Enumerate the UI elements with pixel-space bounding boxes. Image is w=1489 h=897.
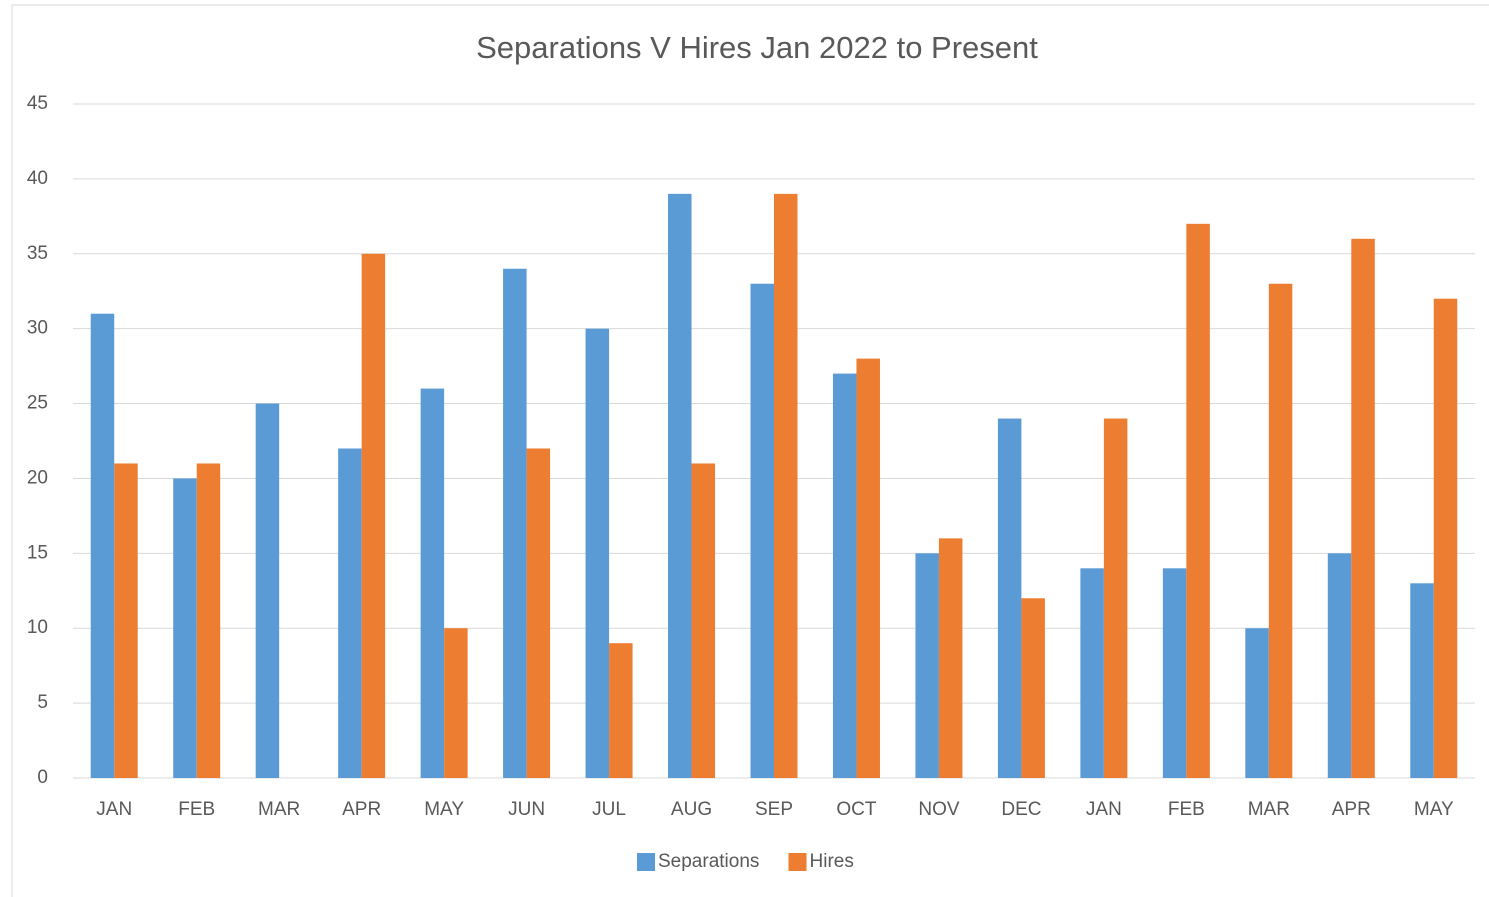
y-tick-label: 0 bbox=[37, 767, 48, 788]
bar bbox=[255, 403, 280, 778]
y-tick-label: 15 bbox=[27, 542, 48, 563]
y-tick-label: 10 bbox=[27, 617, 48, 638]
x-tick-label: APR bbox=[342, 799, 381, 820]
bar bbox=[503, 268, 527, 778]
x-tick-label: SEP bbox=[755, 799, 793, 820]
bar bbox=[585, 328, 610, 778]
bar bbox=[173, 478, 197, 778]
bar bbox=[938, 538, 963, 778]
bar bbox=[444, 628, 468, 778]
bar bbox=[361, 253, 386, 778]
x-tick-label: MAY bbox=[424, 799, 464, 820]
x-tick-label: FEB bbox=[1168, 799, 1205, 820]
chart-title: Separations V Hires Jan 2022 to Present bbox=[476, 30, 1038, 65]
bar bbox=[526, 448, 551, 778]
bar bbox=[196, 463, 221, 778]
y-tick-label: 45 bbox=[27, 93, 48, 114]
bar bbox=[114, 463, 138, 778]
bar bbox=[832, 373, 857, 778]
bar bbox=[774, 193, 798, 778]
x-tick-label: JAN bbox=[1086, 799, 1122, 820]
x-tick-label: JUN bbox=[508, 799, 545, 820]
bar bbox=[1268, 283, 1293, 778]
bar bbox=[1327, 553, 1352, 778]
x-tick-label: AUG bbox=[671, 799, 712, 820]
y-tick-label: 40 bbox=[27, 168, 48, 189]
bar bbox=[1162, 568, 1187, 778]
bar bbox=[90, 313, 115, 778]
x-tick-label: FEB bbox=[178, 799, 215, 820]
bar bbox=[1186, 223, 1210, 779]
x-tick-label: MAR bbox=[258, 799, 300, 820]
bar bbox=[1245, 628, 1269, 778]
bar bbox=[691, 463, 716, 778]
bar bbox=[997, 418, 1022, 778]
y-tick-label: 5 bbox=[37, 692, 48, 713]
bar bbox=[1433, 298, 1458, 778]
bar bbox=[1410, 583, 1434, 778]
legend-label: Hires bbox=[810, 851, 854, 872]
y-tick-label: 30 bbox=[27, 318, 48, 339]
bar bbox=[668, 193, 692, 778]
x-tick-label: MAR bbox=[1248, 799, 1290, 820]
bar bbox=[420, 388, 445, 778]
bar bbox=[1103, 418, 1128, 778]
y-tick-label: 35 bbox=[27, 243, 48, 264]
bar bbox=[856, 358, 880, 778]
x-tick-label: MAY bbox=[1414, 799, 1454, 820]
bar bbox=[609, 643, 633, 778]
x-tick-label: NOV bbox=[918, 799, 960, 820]
bar bbox=[338, 448, 362, 778]
x-tick-label: DEC bbox=[1001, 799, 1041, 820]
bar bbox=[1080, 568, 1104, 778]
x-tick-label: OCT bbox=[836, 799, 877, 820]
bar bbox=[915, 553, 939, 778]
y-tick-label: 20 bbox=[27, 467, 48, 488]
x-tick-label: JAN bbox=[96, 799, 132, 820]
bar bbox=[1021, 598, 1045, 778]
legend-swatch bbox=[788, 853, 807, 871]
bar bbox=[1351, 238, 1375, 779]
legend-swatch bbox=[637, 853, 655, 871]
y-tick-label: 25 bbox=[27, 393, 48, 414]
x-tick-label: APR bbox=[1332, 799, 1371, 820]
legend-label: Separations bbox=[658, 851, 759, 872]
x-tick-label: JUL bbox=[592, 799, 626, 820]
bar bbox=[750, 283, 774, 778]
